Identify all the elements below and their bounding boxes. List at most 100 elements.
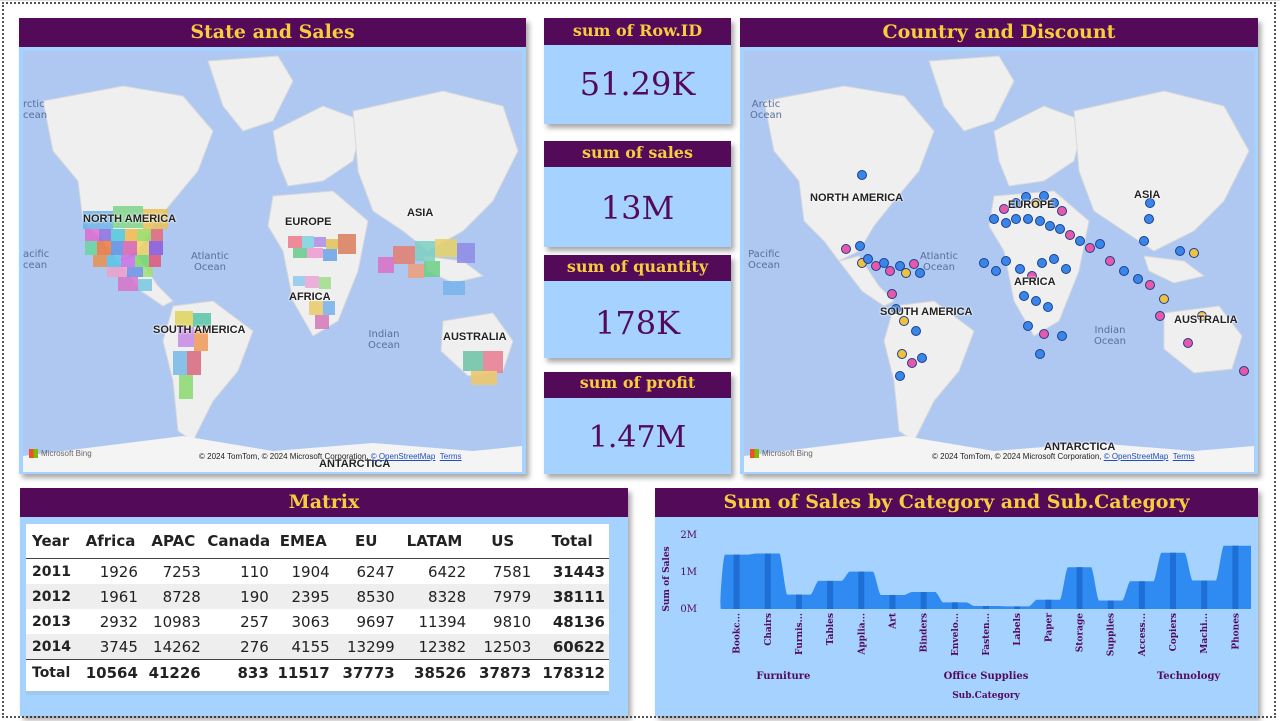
kpi-quantity-value: 178K — [595, 304, 680, 342]
country-discount-map[interactable]: Arctic Ocean Pacific Ocean Atlantic Ocea… — [744, 51, 1254, 472]
x-tick-label: Labels — [1013, 613, 1023, 646]
category-data-mark — [827, 580, 834, 609]
matrix-header-cell[interactable]: LATAM — [406, 532, 463, 550]
state-map-terms-link[interactable]: Terms — [439, 452, 462, 461]
state-map-antarctica-label: ANTARCTICA — [319, 458, 391, 470]
x-tick-label: Paper — [1044, 613, 1054, 642]
matrix-header-cell[interactable]: APAC — [151, 532, 196, 550]
matrix-header-cell[interactable]: Canada — [207, 532, 271, 550]
x-tick-label: Applia... — [857, 613, 867, 656]
matrix-row[interactable]: 2011 1926 7253 110 1904 6247 6422 7581 3… — [26, 558, 609, 585]
matrix-cell: 2014 — [32, 638, 71, 655]
y-axis-title: Sum of Sales — [662, 546, 672, 611]
kpi-profit-label: sum of profit — [544, 372, 731, 398]
matrix-header-cell[interactable]: Africa — [85, 532, 136, 550]
category-data-mark — [1014, 606, 1021, 609]
country-map-attribution: © 2024 TomTom, © 2024 Microsoft Corporat… — [932, 452, 1195, 461]
matrix-table: Year Africa APAC Canada EMEA EU LATAM US… — [26, 524, 609, 685]
matrix-visual[interactable]: Matrix Year Africa APAC Canada EMEA EU L… — [20, 488, 628, 716]
matrix-header-cell[interactable]: US — [491, 532, 515, 550]
category-data-mark — [1138, 581, 1145, 609]
matrix-cell: 257 — [240, 612, 269, 631]
country-map-pacific-ocean-label: Pacific Ocean — [748, 249, 780, 271]
matrix-total-cell: 41226 — [141, 659, 205, 685]
category-data-mark — [1232, 545, 1239, 609]
kpi-card-quantity[interactable]: sum of quantity 178K — [544, 255, 731, 358]
x-group-label: Office Supplies — [944, 671, 1029, 682]
sales-area — [720, 545, 1251, 609]
country-map-osm-link[interactable]: © OpenStreetMap — [1103, 452, 1169, 461]
x-tick-label: Bookc... — [733, 613, 743, 654]
kpi-sales-value: 13M — [600, 189, 675, 227]
matrix-total-cell: 37773 — [333, 659, 399, 685]
x-tick-label: Furnis... — [795, 613, 805, 655]
matrix-header-cell[interactable]: EU — [354, 532, 378, 550]
country-map-bing-logo: Microsoft Bing — [750, 449, 813, 458]
category-data-mark — [889, 594, 896, 609]
category-data-mark — [795, 594, 802, 609]
state-map-africa-label: AFRICA — [289, 291, 331, 303]
matrix-cell: 2011 — [32, 563, 71, 580]
sales-chart-title: Sum of Sales by Category and Sub.Categor… — [655, 488, 1258, 517]
matrix-total-row[interactable]: Total 10564 41226 833 11517 37773 38526 … — [26, 659, 609, 685]
state-map-osm-link[interactable]: © OpenStreetMap — [370, 452, 436, 461]
kpi-sales-label: sum of sales — [544, 141, 731, 167]
matrix-cell: 6247 — [356, 562, 395, 581]
state-map-basemap — [23, 55, 522, 472]
country-map-north-america-label: NORTH AMERICA — [810, 192, 904, 204]
matrix-cell: 8728 — [162, 587, 201, 606]
matrix-header-cell[interactable]: EMEA — [279, 532, 327, 550]
microsoft-logo-icon — [29, 449, 38, 458]
state-sales-map[interactable]: rctic cean acific cean Atlantic Ocean In… — [23, 51, 522, 472]
country-discount-map-visual[interactable]: Country and Discount — [740, 18, 1258, 474]
matrix-cell: 2932 — [99, 612, 138, 631]
category-data-mark — [858, 571, 865, 609]
matrix-cell: 1961 — [99, 587, 138, 606]
sales-by-category-chart[interactable]: Sum of Sales 0M 1M 2M Bookc... Chairs Furnis..… — [655, 517, 1258, 716]
matrix-cell: 190 — [240, 587, 269, 606]
matrix-header-cell[interactable]: Year — [32, 532, 70, 550]
matrix-total-cell: 10564 — [79, 659, 142, 685]
matrix-header-cell[interactable]: Total — [551, 532, 593, 550]
x-axis-title: Sub.Category — [952, 691, 1020, 701]
matrix-total-cell: 38526 — [398, 659, 471, 685]
country-discount-map-title: Country and Discount — [740, 18, 1258, 47]
matrix-body: 2011 1926 7253 110 1904 6247 6422 7581 3… — [26, 558, 609, 685]
matrix-total-cell: 833 — [204, 659, 273, 685]
state-map-south-america-label: SOUTH AMERICA — [153, 324, 246, 336]
matrix-cell: 1904 — [291, 562, 330, 581]
matrix-cell: 2012 — [32, 588, 71, 605]
country-discount-bubbles[interactable] — [841, 170, 1249, 381]
x-group-label: Furniture — [756, 671, 810, 682]
country-map-south-america-label: SOUTH AMERICA — [880, 306, 973, 318]
y-tick-label: 1M — [680, 567, 697, 578]
kpi-card-profit[interactable]: sum of profit 1.47M — [544, 372, 731, 474]
y-tick-label: 2M — [680, 530, 697, 541]
matrix-cell: 9697 — [356, 612, 395, 631]
matrix-cell: 12382 — [418, 637, 467, 656]
state-map-north-america-label: NORTH AMERICA — [83, 213, 177, 225]
matrix-cell: 8530 — [356, 587, 395, 606]
x-tick-label: Chairs — [764, 613, 774, 646]
matrix-cell: 2395 — [291, 587, 330, 606]
kpi-profit-value: 1.47M — [588, 420, 687, 455]
category-data-mark — [733, 554, 740, 609]
kpi-row-id-value: 51.29K — [579, 65, 696, 103]
matrix-cell: 11394 — [418, 612, 467, 631]
kpi-card-sales[interactable]: sum of sales 13M — [544, 141, 731, 247]
country-map-terms-link[interactable]: Terms — [1172, 452, 1195, 461]
matrix-row[interactable]: 2012 1961 8728 190 2395 8530 8328 7979 3… — [26, 584, 609, 609]
state-map-bing-logo: Microsoft Bing — [29, 449, 92, 458]
matrix-row[interactable]: 2013 2932 10983 257 3063 9697 11394 9810… — [26, 609, 609, 634]
category-data-mark — [983, 606, 989, 609]
matrix-row[interactable]: 2014 3745 14262 276 4155 13299 12382 125… — [26, 634, 609, 660]
country-map-indian-ocean-label: Indian Ocean — [1094, 325, 1126, 347]
y-tick-label: 0M — [680, 604, 697, 615]
sales-by-category-chart-visual[interactable]: Sum of Sales by Category and Sub.Categor… — [655, 488, 1258, 716]
state-sales-map-visual[interactable]: State and Sales — [19, 18, 526, 474]
matrix-total-cell: Total — [26, 659, 80, 685]
kpi-card-row-id[interactable]: sum of Row.ID 51.29K — [544, 18, 731, 124]
country-map-atlantic-ocean-label: Atlantic Ocean — [920, 251, 959, 273]
country-map-arctic-ocean-label: Arctic Ocean — [750, 99, 782, 121]
